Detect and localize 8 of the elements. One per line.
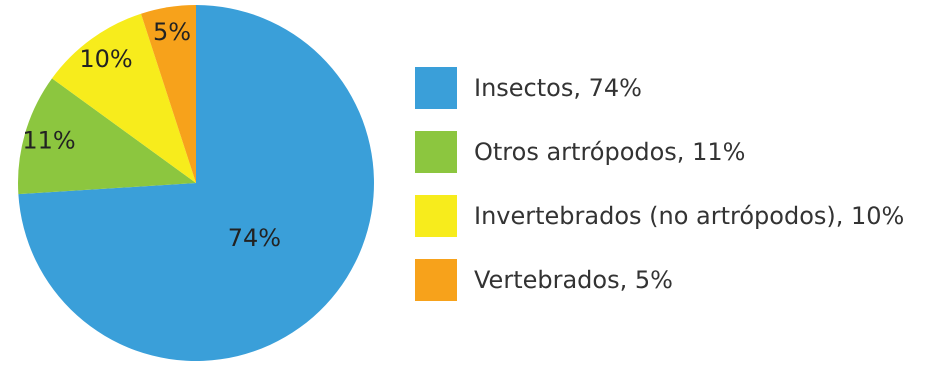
legend-label: Otros artrópodos, 11% xyxy=(474,138,746,166)
legend-label: Vertebrados, 5% xyxy=(474,266,673,294)
data-label: 10% xyxy=(79,45,133,74)
legend-label: Invertebrados (no artrópodos), 10% xyxy=(474,202,904,230)
data-label: 74% xyxy=(228,224,282,252)
data-label: 11% xyxy=(22,126,76,154)
data-label: 5% xyxy=(153,18,192,46)
legend-label: Insectos, 74% xyxy=(474,74,642,102)
